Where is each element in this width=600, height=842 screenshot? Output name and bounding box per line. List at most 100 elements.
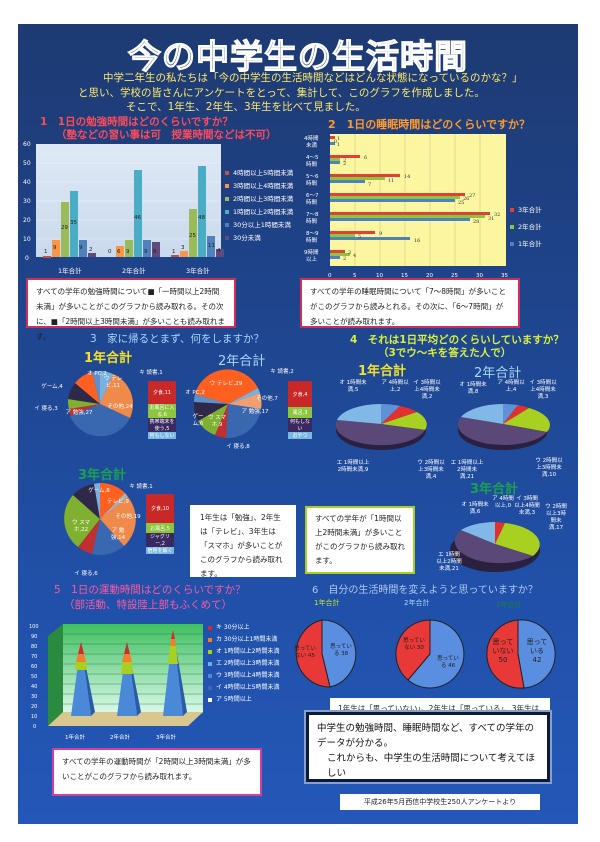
q5-title: 5 1日の運動時間はどのくらいですか？ <box>54 584 246 596</box>
svg-text:2: 2 <box>343 158 346 164</box>
svg-text:6～7: 6～7 <box>306 193 319 199</box>
svg-text:0: 0 <box>108 249 112 255</box>
svg-text:27: 27 <box>469 193 475 199</box>
q6-label-yes: 思っている 38 <box>330 644 352 657</box>
svg-text:35: 35 <box>501 273 508 279</box>
q3-label: その他,24 <box>107 404 133 410</box>
svg-text:50: 50 <box>31 674 37 680</box>
svg-text:時間: 時間 <box>306 217 318 225</box>
q3-label: ウ スマホ,22 <box>71 520 91 533</box>
conclusion-line-1: 中学生の勉強時間、睡眠時間など、すべての学年のデータが分かる。 <box>317 723 534 749</box>
q3-pie-2 <box>193 369 262 439</box>
q4-caption-2: 2年合計 <box>474 366 522 381</box>
q6-label-no: 思っていない 30 <box>403 638 425 651</box>
svg-text:3: 3 <box>348 250 351 256</box>
svg-text:1: 1 <box>337 142 340 148</box>
svg-text:16: 16 <box>414 238 420 244</box>
svg-text:30: 30 <box>23 198 31 205</box>
q4-pie-3 <box>450 522 540 572</box>
q6-title: 6 自分の生活時間を変えようと思っていますか？ <box>312 585 538 596</box>
svg-text:9: 9 <box>126 249 130 255</box>
svg-text:11: 11 <box>208 243 215 249</box>
svg-text:70: 70 <box>31 654 37 660</box>
q4-label: オ 1時間未満,8 <box>459 382 487 395</box>
q4-label: オ 1時間未満,6 <box>461 502 489 515</box>
svg-text:10: 10 <box>23 236 31 243</box>
q3-title: 3 家に帰るとまず、何をしますか？ <box>90 333 264 345</box>
q3-pie-1 <box>67 371 133 437</box>
q3-label: オ PC,2 <box>87 371 107 377</box>
q4-label: エ 1時間以上2時間未満,9 <box>336 460 370 473</box>
q6-pie-3 <box>486 619 556 689</box>
q4-caption-1: 1年合計 <box>358 364 407 379</box>
intro-text: 中学二年生の私たちは「今の中学生の生活時間などはどんな状態になっているのかな？」… <box>48 71 568 115</box>
svg-text:3: 3 <box>181 245 185 251</box>
svg-text:10: 10 <box>376 273 383 279</box>
svg-text:未満: 未満 <box>306 141 318 149</box>
svg-text:7～8: 7～8 <box>306 212 319 218</box>
q4-label: ア 4時間以上,2 <box>381 380 409 393</box>
q3-stack-3: 夕食,10 お風呂,5 ジャグリー,2 宿題を解く <box>146 494 174 554</box>
svg-text:26: 26 <box>463 196 469 202</box>
svg-text:時間: 時間 <box>306 236 318 244</box>
q3-label: ア 勉強,27 <box>65 410 93 416</box>
svg-text:4時間: 4時間 <box>304 134 319 142</box>
q3-label: ゲーム,8 <box>88 488 110 494</box>
svg-text:90: 90 <box>31 634 37 640</box>
q4-subtitle: （3でウ～キを答えた人で） <box>378 347 512 359</box>
q6-caption-2: 2年合計 <box>404 599 430 607</box>
conclusion-line-2: これからも、中学生の生活時間について考えてほしい <box>327 753 535 779</box>
svg-text:9: 9 <box>379 231 382 237</box>
q3-label: ゲーム,6 <box>192 414 204 427</box>
poster-title: 今の中学生の生活時間 <box>127 36 468 76</box>
svg-text:40: 40 <box>23 179 31 186</box>
svg-text:31: 31 <box>488 216 494 222</box>
q6-label-yes: 思っている 42 <box>526 638 548 664</box>
source-credit: 平成26年5月西信中学校生250人アンケートより <box>340 794 540 810</box>
svg-text:20: 20 <box>426 273 433 279</box>
svg-text:30: 30 <box>476 273 483 279</box>
svg-text:8: 8 <box>153 249 157 255</box>
q4-label: エ 1時間以上2時間未満,21 <box>436 552 462 572</box>
svg-text:2年合計: 2年合計 <box>110 733 130 741</box>
q5-pyramid-chart: 0 10 20 30 40 50 60 70 80 90 100 1年合計 2年合計 3年合計 <box>29 624 203 741</box>
svg-text:46: 46 <box>134 215 141 221</box>
q6-caption-3: 3年合計 <box>496 601 522 609</box>
q4-label: ア 4時間以上,4 <box>497 380 525 393</box>
q6-label-yes: 思っている 46 <box>437 656 459 669</box>
svg-text:9: 9 <box>53 245 57 251</box>
svg-text:時間: 時間 <box>306 198 318 206</box>
svg-text:30: 30 <box>31 694 37 700</box>
q4-pie-2 <box>458 403 550 450</box>
svg-text:29: 29 <box>61 225 68 231</box>
svg-text:5～6: 5～6 <box>306 174 319 180</box>
q6-label-no: 思っていない 50 <box>492 638 514 664</box>
svg-text:1: 1 <box>337 136 340 142</box>
svg-text:0: 0 <box>25 255 29 262</box>
q4-label: ウ 2時間以上3時間未満,10 <box>535 458 563 478</box>
svg-text:以上: 以上 <box>306 255 318 263</box>
q2-bar-chart: 4時間未満 4～5時間 5～6時間 6～7時間 7～8時間 8～9時間 9時間以… <box>304 134 508 279</box>
q4-label: ウ 2時間以上3時間未満,17 <box>545 504 567 531</box>
svg-text:25: 25 <box>451 273 458 279</box>
conclusion-box: 中学生の勉強時間、睡眠時間など、すべての学年のデータが分かる。 これからも、中学… <box>306 712 550 782</box>
q5-note: すべての学年の運動時間が「2時間以上3時間未満」が多いことがこのグラフから読み取… <box>52 748 262 796</box>
q4-label: オ 1時間未満,5 <box>339 380 367 393</box>
svg-text:15: 15 <box>401 273 408 279</box>
svg-text:20: 20 <box>31 704 37 710</box>
q5-subtitle: （部活動、特設陸上部もふくめて） <box>64 599 232 611</box>
q3-label: その他,7 <box>256 396 278 402</box>
svg-text:1: 1 <box>172 249 176 255</box>
intro-line: そこで、1年生、2年生、3年生を比べて見ました。 <box>126 101 366 113</box>
q6-caption-1: 1年合計 <box>314 599 340 607</box>
q4-pie-1 <box>336 404 427 450</box>
svg-text:14: 14 <box>404 174 410 180</box>
q3-stack-1: 夕食,11 お風呂に入る,6 携帯端末を使う,5 何もしない <box>148 381 176 439</box>
svg-text:0: 0 <box>334 139 337 145</box>
svg-text:4: 4 <box>353 253 356 259</box>
q4-label: ア 4時間以上,0 <box>492 496 514 509</box>
q3-label: テレビ,9 <box>107 499 129 505</box>
svg-text:100: 100 <box>29 624 39 630</box>
q4-note: すべての学年が「1時間以上2時間未満」が多いことがこのグラフから読み取れます。 <box>305 506 415 574</box>
